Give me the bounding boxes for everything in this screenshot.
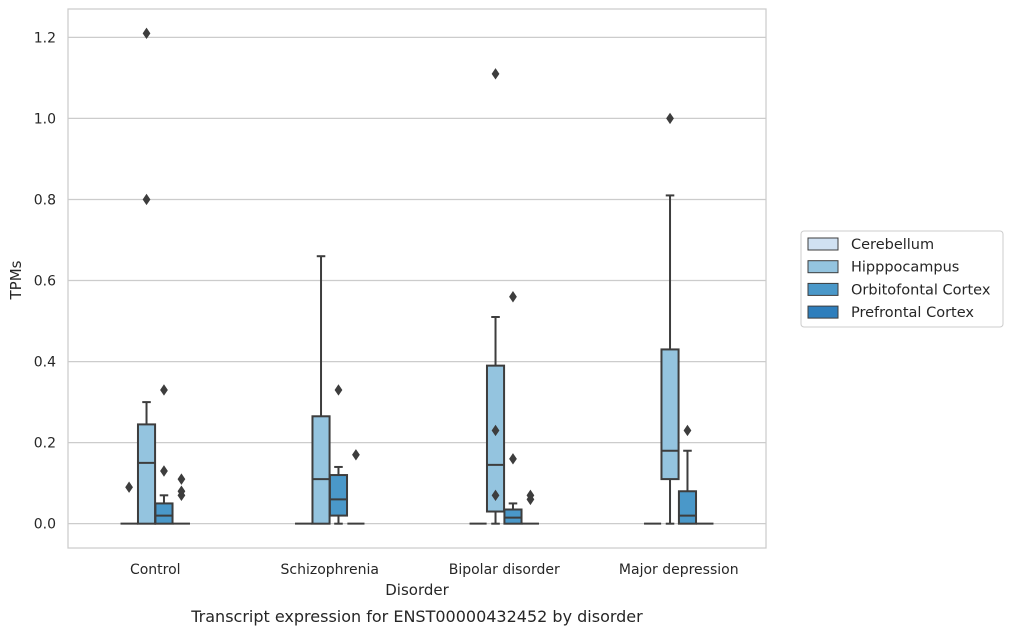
box-3-0	[172, 473, 190, 525]
plot-frame	[67, 8, 767, 549]
legend-swatch	[807, 282, 839, 296]
x-tick-label: Schizophrenia	[281, 562, 379, 578]
legend-swatch	[807, 237, 839, 251]
outlier-point	[352, 449, 360, 461]
box-series	[120, 27, 714, 525]
y-tick-label: 0.2	[34, 436, 56, 452]
box-iqr	[485, 364, 506, 513]
y-tick-label: 1.2	[34, 30, 56, 46]
outlier-point	[683, 424, 692, 437]
outlier-point	[125, 481, 133, 493]
box-1-3	[660, 112, 680, 525]
box-3-2	[521, 489, 539, 525]
legend: Cerebellum Hipppocampus Orbitofontal Corte…	[800, 230, 1004, 328]
outlier-point	[142, 27, 151, 40]
outlier-point	[491, 489, 500, 502]
box-2-0	[154, 384, 174, 525]
box-iqr	[154, 502, 174, 525]
box-2-3	[677, 424, 698, 525]
legend-item: Orbitofontal Cortex	[807, 282, 991, 298]
legend-item: Hipppocampus	[807, 260, 959, 276]
box-3-1	[347, 449, 365, 525]
legend-frame	[800, 230, 1004, 328]
box-iqr	[677, 490, 698, 525]
outlier-point	[160, 465, 168, 477]
y-tick-label: 0.4	[34, 355, 56, 371]
outlier-point	[509, 453, 517, 465]
y-tick-label: 0.8	[34, 192, 56, 208]
box-iqr	[328, 474, 349, 517]
y-axis-label: TPMs	[7, 260, 25, 300]
legend-label: Orbitofontal Cortex	[851, 282, 991, 298]
x-tick-label: Control	[130, 562, 181, 578]
outlier-point	[334, 384, 343, 396]
outlier-point	[142, 193, 151, 206]
box-1-1	[311, 255, 331, 525]
box-iqr	[136, 423, 157, 525]
legend-label: Cerebellum	[851, 237, 934, 253]
outlier-point	[177, 485, 186, 497]
x-tick-label: Bipolar disorder	[449, 562, 560, 578]
outlier-point	[177, 473, 186, 485]
box-iqr	[311, 415, 331, 525]
x-tick-label: Major depression	[619, 562, 739, 578]
x-axis-label: Disorder	[385, 581, 449, 599]
outlier-point	[526, 489, 535, 502]
legend-label: Hipppocampus	[851, 260, 959, 276]
box-0-0	[120, 481, 138, 525]
x-tick-labels: Control Schizophrenia Bipolar disorder Majo…	[130, 562, 739, 578]
box-iqr	[660, 348, 680, 481]
box-iqr	[503, 508, 523, 525]
outlier-point	[666, 112, 674, 125]
y-tick-labels: 0.0 0.2 0.4 0.6 0.8 1.0 1.2	[34, 30, 56, 532]
legend-item: Cerebellum	[807, 237, 934, 253]
legend-swatch	[807, 260, 839, 274]
box-2-2	[503, 291, 523, 525]
outlier-point	[491, 424, 500, 437]
legend-item: Prefrontal Cortex	[807, 305, 974, 321]
y-tick-label: 1.0	[34, 111, 56, 127]
box-2-1	[328, 384, 349, 525]
grid-lines	[68, 36, 766, 525]
box-1-2	[485, 68, 506, 525]
legend-swatch	[807, 305, 839, 319]
outlier-point	[509, 291, 517, 303]
outlier-point	[160, 384, 168, 396]
y-tick-label: 0.6	[34, 274, 56, 290]
outlier-point	[491, 68, 500, 80]
chart-caption: Transcript expression for ENST0000043245…	[190, 607, 643, 626]
box-1-0	[136, 27, 157, 525]
legend-label: Prefrontal Cortex	[851, 305, 974, 321]
y-tick-label: 0.0	[34, 517, 56, 533]
